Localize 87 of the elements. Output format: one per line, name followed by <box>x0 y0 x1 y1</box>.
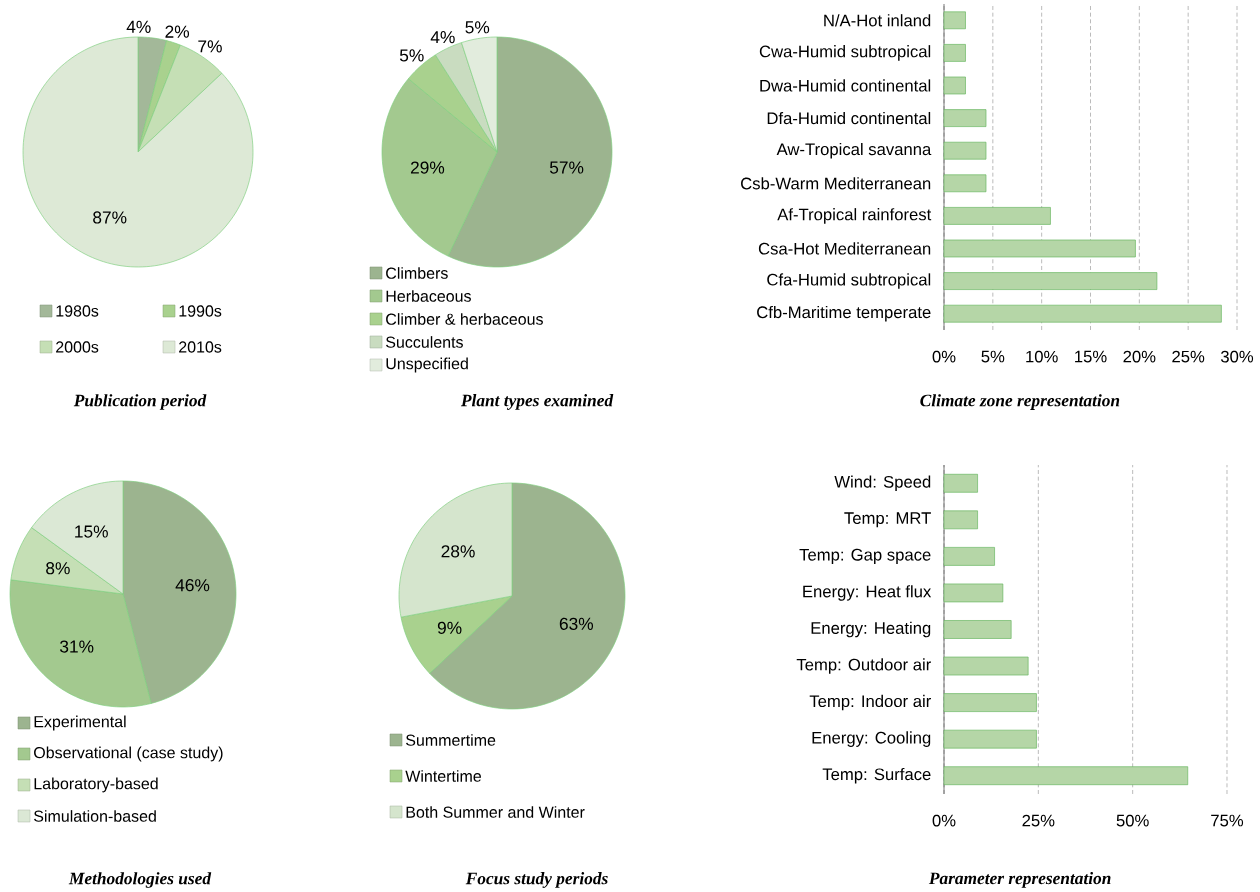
legend-label: Succulents <box>386 336 463 348</box>
bar <box>943 207 1051 225</box>
bar <box>943 656 1029 676</box>
x-tick-label: 0% <box>932 814 956 827</box>
data-label: 4% <box>126 20 151 33</box>
y-tick-label: N/A-Hot inland <box>824 14 931 27</box>
y-tick-label: Cfa-Humid subtropical <box>767 273 931 289</box>
bar <box>943 76 966 95</box>
bar <box>943 272 1158 290</box>
y-tick-label: Cfb-Maritime temperate <box>757 305 931 322</box>
bar <box>943 693 1037 712</box>
data-label: 87% <box>93 211 127 224</box>
bar <box>943 44 966 62</box>
y-tick-label: Csb-Warm Mediterranean <box>741 177 931 190</box>
data-label: 9% <box>437 621 462 634</box>
y-tick-label: Dfa-Humid continental <box>767 111 931 125</box>
legend-label: Wintertime <box>405 770 481 782</box>
x-tick-label: 75% <box>1211 814 1244 827</box>
legend-label: 2000s <box>56 341 99 353</box>
bar <box>943 141 987 160</box>
legend-label: 1980s <box>56 305 99 317</box>
x-tick-label: 25% <box>1172 350 1205 363</box>
y-tick-label: Temp: Surface <box>822 767 931 784</box>
y-tick-label: Dwa-Humid continental <box>760 79 931 92</box>
legend-label: Climbers <box>386 267 448 279</box>
legend-label: Simulation-based <box>34 810 156 822</box>
y-tick-label: Aw-Tropical savanna <box>776 142 932 159</box>
y-tick-label: Temp: MRT <box>844 512 931 528</box>
bar <box>943 620 1012 639</box>
bar <box>943 304 1222 323</box>
y-tick-label: Temp: Gap space <box>799 548 931 564</box>
data-label: 2% <box>165 25 190 38</box>
x-tick-label: 15% <box>1075 350 1107 363</box>
data-label: 28% <box>441 545 475 558</box>
bar <box>943 239 1136 258</box>
x-tick-label: 25% <box>1022 814 1055 827</box>
data-label: 4% <box>430 31 455 44</box>
bar <box>943 109 987 127</box>
bar <box>943 473 978 493</box>
y-tick-label: Af-Tropical rainforest <box>777 208 932 224</box>
legend-label: Laboratory-based <box>34 777 158 793</box>
bar <box>943 583 1004 603</box>
y-tick-label: Cwa-Humid subtropical <box>759 45 931 61</box>
data-label: 7% <box>198 40 222 53</box>
y-tick-label: Csa-Hot Mediterranean <box>758 242 931 255</box>
bar <box>943 766 1189 786</box>
legend-label: 2010s <box>179 341 222 353</box>
data-label: 8% <box>46 562 70 575</box>
x-tick-label: 30% <box>1220 350 1254 363</box>
y-tick-label: Wind: Speed <box>834 475 931 492</box>
data-label: 5% <box>399 49 424 62</box>
data-label: 15% <box>75 525 108 538</box>
bar <box>943 729 1037 749</box>
x-tick-label: 0% <box>932 350 956 363</box>
legend-label: 1990s <box>179 305 222 317</box>
legend-label: Unspecified <box>386 357 468 373</box>
y-tick-label: Temp: Indoor air <box>809 694 931 711</box>
legend-label: Summertime <box>406 734 496 746</box>
legend-label: Observational (case study) <box>34 746 223 762</box>
x-tick-label: 5% <box>981 350 1005 363</box>
text: Parameter representation <box>928 871 1111 888</box>
legend-label: Climber & herbaceous <box>386 313 543 325</box>
data-label: 29% <box>410 161 445 174</box>
legend-label: Both Summer and Winter <box>406 806 585 818</box>
legend-label: Experimental <box>34 715 126 731</box>
y-tick-label: Energy: Cooling <box>812 731 931 747</box>
x-tick-label: 20% <box>1123 350 1156 363</box>
bar <box>943 11 966 30</box>
text: Publication period <box>73 394 207 410</box>
data-label: 31% <box>60 640 94 653</box>
x-tick-label: 50% <box>1116 814 1149 827</box>
data-label: 5% <box>465 21 490 34</box>
text: Methodologies used <box>68 872 212 888</box>
data-label: 63% <box>559 617 594 630</box>
x-tick-label: 10% <box>1026 350 1058 363</box>
legend-label: Herbaceous <box>386 290 471 302</box>
text: Focus study periods <box>465 872 608 888</box>
y-tick-label: Energy: Heat flux <box>803 585 932 601</box>
bar <box>943 547 995 566</box>
bar <box>943 510 978 530</box>
data-label: 46% <box>175 579 210 592</box>
y-tick-label: Energy: Heating <box>811 621 931 638</box>
text: Climate zone representation <box>920 394 1120 410</box>
bar <box>943 174 987 193</box>
text: Plant types examined <box>460 394 614 410</box>
data-label: 57% <box>549 161 584 174</box>
y-tick-label: Temp: Outdoor air <box>796 658 931 674</box>
